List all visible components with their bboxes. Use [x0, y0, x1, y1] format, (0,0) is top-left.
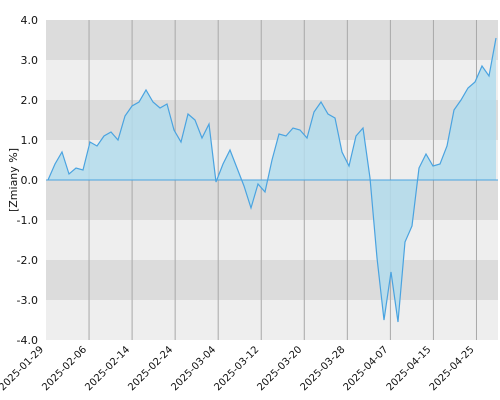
x-tick-label: 2025-03-04 [169, 344, 218, 393]
y-tick-label: -2.0 [17, 254, 38, 267]
background-bands [46, 20, 498, 340]
x-tick-label: 2025-04-15 [385, 344, 434, 393]
y-tick-label: 4.0 [21, 14, 39, 27]
y-tick-label: -3.0 [17, 294, 38, 307]
y-tick-label: -1.0 [17, 214, 38, 227]
background-band [46, 180, 498, 220]
y-tick-label: -4.0 [17, 334, 38, 347]
background-band [46, 100, 498, 140]
x-tick-label: 2025-01-29 [0, 344, 46, 393]
x-tick-label: 2025-02-14 [83, 344, 132, 393]
y-tick-label: 3.0 [21, 54, 39, 67]
background-band [46, 60, 498, 100]
x-tick-label: 2025-03-20 [256, 344, 305, 393]
y-tick-label: 0.0 [21, 174, 39, 187]
x-tick-label: 2025-02-24 [126, 344, 175, 393]
background-band [46, 220, 498, 260]
y-tick-label: 1.0 [21, 134, 39, 147]
y-tick-label: 2.0 [21, 94, 39, 107]
x-tick-label: 2025-04-07 [342, 344, 391, 393]
background-band [46, 20, 498, 60]
x-tick-label: 2025-03-12 [212, 344, 261, 393]
series-line [47, 37, 497, 323]
x-tick-label: 2025-04-25 [428, 344, 477, 393]
y-tick-labels: 4.0 3.0 2.0 1.0 0.0 -1.0 -2.0 -3.0 -4.0 [17, 14, 38, 347]
x-tick-label: 2025-02-06 [40, 344, 89, 393]
x-tick-labels: 2025-01-292025-02-062025-02-142025-02-24… [0, 344, 477, 393]
x-tick-label: 2025-03-28 [299, 344, 348, 393]
background-band [46, 300, 498, 340]
y-axis-label: [Zmiany %] [7, 148, 20, 212]
background-band [46, 260, 498, 300]
